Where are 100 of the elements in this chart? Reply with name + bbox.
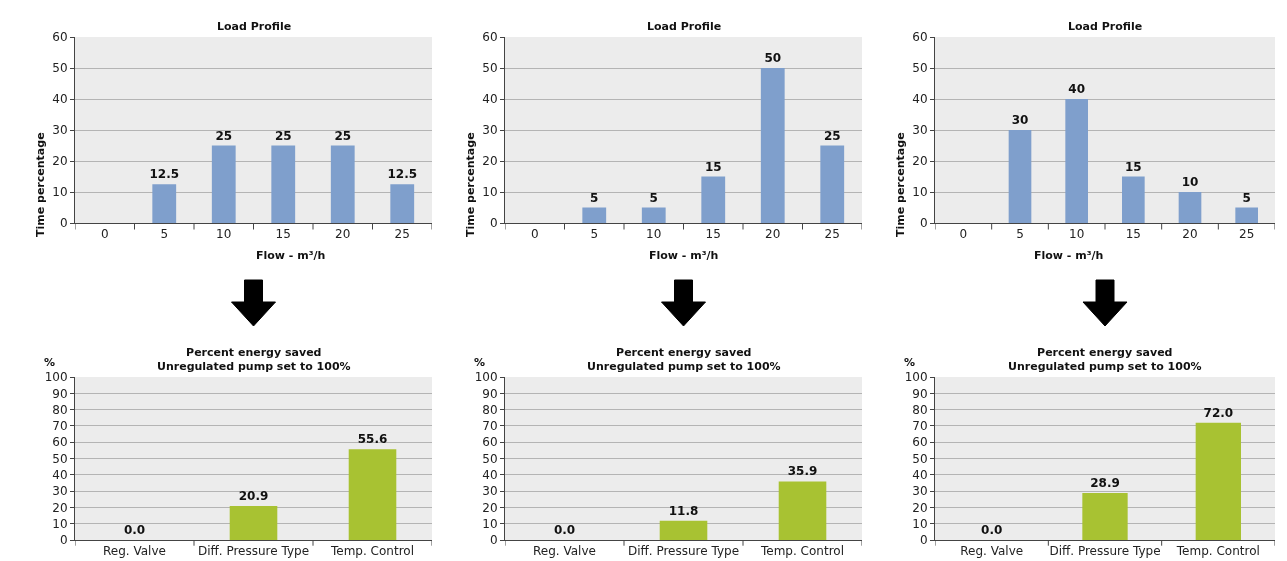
y-tick-label: 40 — [52, 92, 68, 107]
data-label: 40 — [1068, 82, 1086, 96]
y-tick-label: 10 — [912, 516, 928, 531]
data-label: 20.9 — [238, 488, 269, 503]
y-tick-label: 30 — [912, 484, 928, 499]
x-tick-label: 20 — [1182, 227, 1198, 242]
data-label: 30 — [1011, 113, 1029, 127]
y-tick-label: 20 — [482, 500, 498, 515]
y-tick-label: 0 — [59, 533, 68, 548]
y-tick-label: 20 — [482, 154, 498, 169]
x-tick-label: 25 — [1239, 227, 1255, 242]
y-tick-label: 100 — [44, 370, 68, 385]
y-tick-label: 60 — [912, 435, 928, 450]
data-label: 12.5 — [387, 167, 418, 182]
data-label: 0.0 — [123, 523, 146, 537]
x-tick-label: 25 — [394, 227, 410, 242]
y-tick-label: 0 — [489, 216, 498, 231]
data-label: 15 — [704, 159, 722, 174]
y-axis-title: Time percentage — [34, 132, 47, 237]
x-tick-label: 10 — [216, 227, 232, 242]
x-tick-label: 5 — [1016, 227, 1024, 242]
x-tick-label: Diff. Pressure Type — [627, 544, 740, 559]
x-tick-label: 25 — [824, 227, 840, 242]
chart-title: Percent energy saved Unregulated pump set to 100% — [587, 346, 781, 374]
chart-title: Percent energy saved Unregulated pump set to 100% — [157, 346, 351, 374]
data-label: 0.0 — [553, 523, 576, 537]
y-tick-label: 70 — [912, 419, 928, 434]
y-tick-label: 50 — [912, 451, 928, 466]
y-tick-label: 60 — [52, 435, 68, 450]
data-label: 5 — [649, 190, 658, 205]
data-label: 5 — [590, 190, 599, 205]
x-tick-label: 10 — [1069, 227, 1085, 242]
y-tick-label: 10 — [52, 516, 68, 531]
x-tick-label: Reg. Valve — [533, 544, 596, 559]
y-axis-title: Time percentage — [894, 132, 907, 237]
bar — [1178, 192, 1202, 223]
x-tick-label: 15 — [705, 227, 721, 242]
y-tick-label: 30 — [52, 484, 68, 499]
data-label: 55.6 — [357, 432, 388, 447]
data-label: 5 — [1242, 190, 1251, 205]
data-label: 10 — [1181, 175, 1199, 189]
x-tick-label: Reg. Valve — [103, 544, 166, 559]
y-tick-label: 90 — [482, 386, 498, 401]
data-label: 0.0 — [981, 523, 1003, 537]
y-tick-label: 20 — [52, 154, 68, 169]
data-label: 72.0 — [1203, 405, 1234, 420]
bar — [1122, 176, 1145, 223]
chart-title: Load Profile — [647, 20, 722, 33]
y-tick-label: 20 — [912, 154, 928, 169]
y-tick-label: 10 — [912, 185, 928, 200]
y-tick-label: 40 — [912, 92, 928, 107]
y-tick-label: 60 — [482, 435, 498, 450]
x-axis-title: Flow - m³/h — [256, 249, 326, 262]
y-tick-label: 60 — [482, 30, 498, 45]
y-axis-title: % — [44, 356, 56, 369]
y-tick-label: 0 — [919, 216, 928, 231]
y-tick-label: 100 — [474, 370, 498, 385]
y-tick-label: 60 — [52, 30, 68, 45]
y-tick-label: 0 — [489, 533, 498, 548]
chart-title: Load Profile — [1068, 20, 1143, 33]
y-tick-label: 40 — [482, 468, 498, 482]
y-tick-label: 30 — [912, 123, 928, 138]
x-tick-label: 20 — [765, 227, 781, 242]
data-label: 15 — [1124, 159, 1142, 174]
x-tick-label: 0 — [959, 227, 968, 242]
x-tick-label: 15 — [275, 227, 291, 242]
y-tick-label: 40 — [912, 468, 928, 482]
y-tick-label: 50 — [912, 61, 928, 76]
y-axis-title: % — [474, 356, 486, 369]
y-tick-label: 50 — [52, 61, 68, 76]
x-tick-label: 10 — [646, 227, 662, 242]
data-label: 35.9 — [787, 464, 818, 479]
x-tick-label: 5 — [590, 227, 599, 242]
y-tick-label: 0 — [59, 216, 68, 231]
data-label: 25 — [823, 128, 841, 143]
y-tick-label: 80 — [52, 402, 68, 417]
y-tick-label: 30 — [52, 123, 68, 138]
y-axis-title: % — [904, 356, 916, 369]
x-tick-label: Temp. Control — [330, 544, 414, 559]
y-tick-label: 0 — [919, 533, 928, 548]
data-label: 28.9 — [1090, 475, 1120, 490]
y-axis-title: Time percentage — [464, 132, 477, 237]
bar — [701, 176, 726, 223]
x-tick-label: 15 — [1125, 227, 1141, 242]
y-tick-label: 60 — [912, 30, 928, 45]
data-label: 25 — [215, 128, 233, 143]
bar — [641, 207, 666, 223]
x-tick-label: Diff. Pressure Type — [1049, 544, 1161, 559]
y-tick-label: 10 — [482, 185, 498, 200]
bar — [1235, 207, 1258, 223]
x-tick-label: Reg. Valve — [960, 544, 1024, 559]
bar — [1065, 99, 1088, 223]
data-label: 25 — [274, 128, 292, 143]
x-tick-label: Diff. Pressure Type — [197, 544, 310, 559]
y-tick-label: 50 — [482, 61, 498, 76]
chart-title: Load Profile — [217, 20, 292, 33]
bar — [820, 145, 845, 223]
y-tick-label: 30 — [482, 123, 498, 138]
y-tick-label: 70 — [482, 419, 498, 434]
y-tick-label: 20 — [912, 500, 928, 515]
